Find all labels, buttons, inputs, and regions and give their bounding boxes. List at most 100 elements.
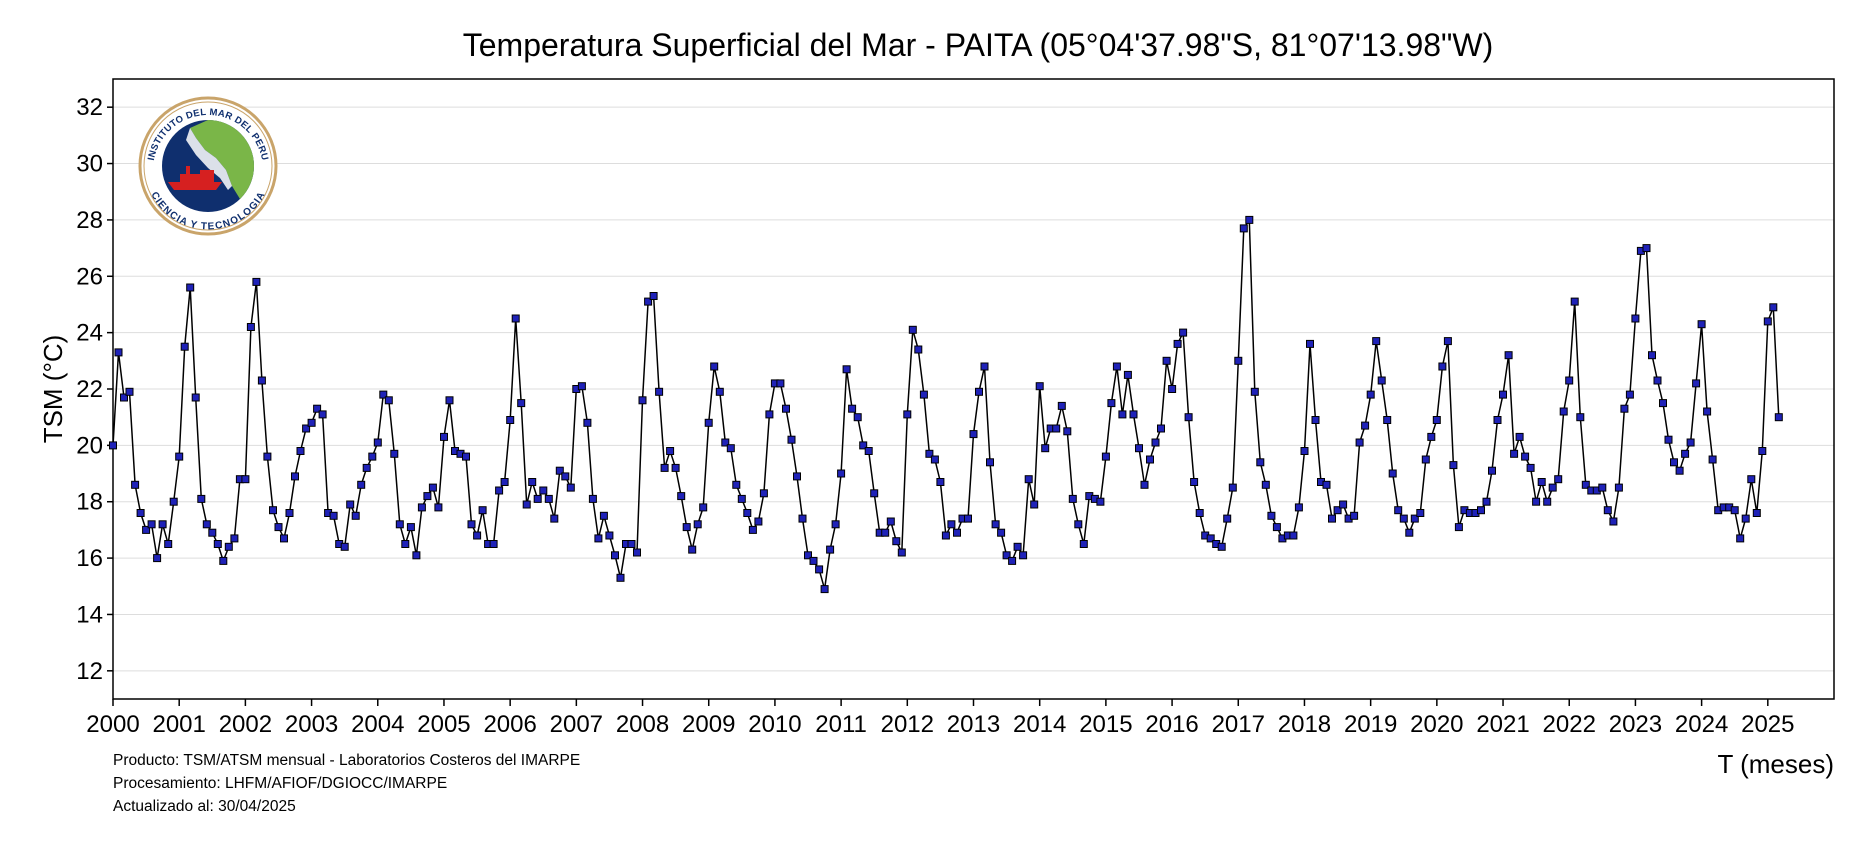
- data-point: [1162, 356, 1171, 365]
- data-point: [1692, 379, 1701, 388]
- data-point: [1410, 514, 1419, 523]
- data-point: [886, 517, 895, 526]
- x-axis-label: T (meses): [1717, 749, 1834, 779]
- data-point: [1377, 376, 1386, 385]
- x-tick-label: 2009: [682, 711, 735, 738]
- data-point: [1030, 500, 1039, 509]
- data-point: [340, 542, 349, 551]
- data-point: [798, 514, 807, 523]
- data-point: [1146, 455, 1154, 464]
- data-point: [1361, 421, 1370, 430]
- data-point: [1223, 514, 1232, 523]
- data-point: [837, 469, 846, 478]
- y-tick-label: 28: [76, 207, 103, 234]
- data-point: [1019, 551, 1028, 560]
- data-point: [1339, 500, 1348, 509]
- x-tick-label: 2004: [351, 711, 404, 738]
- data-point: [826, 545, 835, 554]
- data-point: [1123, 370, 1132, 379]
- data-point: [1245, 215, 1254, 224]
- data-point: [401, 540, 410, 548]
- data-point: [1157, 424, 1165, 433]
- data-point: [1173, 339, 1182, 348]
- data-point: [1625, 390, 1634, 399]
- data-point: [219, 556, 228, 565]
- data-point: [1184, 413, 1193, 422]
- data-point: [1416, 509, 1425, 517]
- data-point: [919, 390, 928, 399]
- data-point: [1206, 534, 1215, 543]
- data-point: [1581, 480, 1590, 489]
- data-point: [1256, 458, 1265, 467]
- footer-product: Producto: TSM/ATSM mensual - Laboratorio…: [113, 752, 581, 769]
- data-point: [186, 283, 195, 292]
- data-point: [870, 489, 879, 498]
- y-axis-label: TSM (°C): [38, 335, 68, 444]
- data-point: [1631, 314, 1640, 323]
- data-point: [986, 458, 994, 467]
- series-markers: [109, 215, 1783, 594]
- data-point: [142, 525, 151, 534]
- data-point: [1068, 494, 1077, 503]
- data-point: [1559, 407, 1568, 416]
- data-point: [1614, 483, 1623, 492]
- data-point: [588, 494, 597, 503]
- x-tick-label: 2013: [947, 711, 1000, 738]
- data-point: [649, 292, 658, 300]
- data-point: [473, 531, 482, 540]
- data-point: [1383, 416, 1392, 424]
- x-tick-label: 2002: [219, 711, 272, 738]
- data-point: [599, 511, 608, 520]
- data-point: [1096, 497, 1105, 506]
- data-point: [1140, 480, 1149, 489]
- data-point: [1648, 351, 1656, 360]
- data-point: [1394, 506, 1403, 515]
- data-point: [406, 523, 415, 532]
- x-tick-label: 2005: [417, 711, 470, 738]
- data-point: [1179, 328, 1188, 337]
- data-point: [1427, 432, 1436, 441]
- data-point: [1190, 478, 1199, 486]
- data-point: [660, 463, 669, 472]
- data-point: [726, 444, 735, 453]
- x-tick-label: 2019: [1344, 711, 1397, 738]
- y-tick-label: 30: [76, 151, 103, 178]
- data-point: [1112, 362, 1121, 371]
- data-point: [357, 480, 366, 489]
- data-point: [1576, 413, 1585, 422]
- data-point: [362, 463, 371, 472]
- data-point: [1041, 444, 1050, 453]
- data-point: [1388, 469, 1397, 478]
- data-point: [213, 540, 222, 548]
- data-point: [1488, 466, 1496, 475]
- data-point: [964, 514, 972, 523]
- y-tick-label: 16: [76, 545, 103, 572]
- data-point: [605, 531, 614, 540]
- imarpe-logo: INSTITUTO DEL MAR DEL PERU CIENCIA Y TEC…: [138, 96, 278, 236]
- data-point: [417, 503, 426, 512]
- data-point: [533, 494, 542, 503]
- data-point: [1052, 424, 1061, 433]
- data-point: [1659, 399, 1667, 408]
- data-point: [1443, 337, 1452, 346]
- data-point: [495, 486, 504, 495]
- data-point: [671, 463, 680, 472]
- data-point: [1008, 556, 1017, 565]
- data-point: [1752, 509, 1761, 517]
- data-point: [1101, 452, 1110, 461]
- x-tick-label: 2007: [550, 711, 603, 738]
- data-point: [1747, 475, 1756, 484]
- data-point: [1405, 528, 1414, 537]
- data-point: [1399, 514, 1408, 523]
- data-point: [307, 418, 316, 427]
- y-tick-label: 18: [76, 489, 103, 516]
- data-point: [815, 565, 824, 574]
- data-point: [412, 551, 421, 560]
- data-point: [1267, 511, 1276, 520]
- data-point: [555, 466, 564, 475]
- data-point: [914, 345, 923, 354]
- data-point: [384, 396, 393, 405]
- data-point: [428, 483, 437, 492]
- data-point: [1151, 438, 1160, 447]
- data-point: [136, 509, 145, 517]
